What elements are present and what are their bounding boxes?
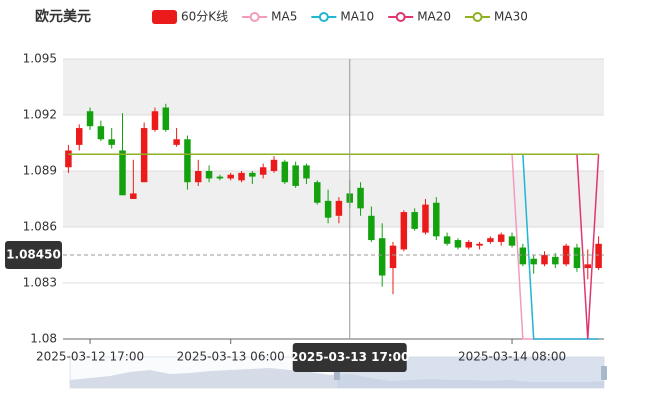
candle-body [281,161,289,183]
legend-label: 60分K线 [181,10,228,24]
zoom-handle[interactable] [601,366,607,380]
candle-body [357,187,364,209]
y-tick-label: 1.08 [30,332,57,346]
candle-body [151,111,159,130]
chart-title: 欧元美元 [35,8,91,25]
candle-body [476,243,483,246]
candle-body [108,139,115,145]
candle-body [97,126,105,140]
candle-body [324,200,332,218]
legend-swatch [395,12,406,22]
candle-body [530,258,537,265]
legend-label: MA10 [340,10,374,24]
crosshair-value-box [5,241,62,269]
candle-body [508,236,516,246]
candle-body [422,204,429,233]
legend-swatch [318,12,329,22]
candle-body [335,200,343,216]
candle-body [249,172,256,177]
x-tick-label: 2025-03-14 08:00 [458,350,566,364]
tooltip-box [292,343,407,372]
candle-body [433,202,440,237]
candle-body [238,172,245,181]
candle-body [314,182,321,203]
candle-body [454,240,462,248]
y-tick-label: 1.083 [23,276,57,290]
candle-body [378,238,386,276]
y-tick-label: 1.095 [23,52,57,66]
legend-swatch [472,12,483,22]
candle-body [411,212,418,229]
candle-body [227,174,234,179]
candle-body [195,171,202,183]
x-tick-label: 2025-03-13 06:00 [177,350,285,364]
candle-body [497,234,505,242]
crosshair-value-label: 1.08450 [6,248,61,262]
candle-body [86,111,94,127]
candle-body [162,107,170,130]
candle-body [303,165,310,179]
candle-body [465,241,472,248]
candle-body [184,139,191,183]
legend-label: MA30 [494,10,528,24]
candle-body [584,264,592,269]
legend-item[interactable]: MA5 [242,10,297,24]
candle-body [487,238,494,242]
candle-body [130,193,137,199]
y-tick-label: 1.092 [23,108,57,122]
candle-body [389,245,397,269]
candle-body [119,150,126,196]
tooltip-label: 2025-03-13 17:00 [290,350,409,364]
x-tick-label: 2025-03-12 17:00 [36,350,144,364]
candle-body [552,256,559,265]
grid-bands [63,58,604,340]
y-tick-label: 1.089 [23,164,57,178]
candle-body [140,128,148,183]
candle-body [216,176,224,179]
candle-body [368,215,375,241]
legend-item[interactable]: MA30 [465,10,528,24]
grid-band [63,59,604,115]
candle-body [75,128,83,145]
candle-body [400,212,408,250]
candle-body [573,247,581,269]
legend-item[interactable]: 60分K线 [152,10,228,25]
candle-body [259,167,267,175]
candle-body [595,243,602,269]
candle-body [541,255,548,265]
candle-body [173,139,180,145]
candle-body [292,165,299,186]
candle-body [270,159,278,171]
candle-body [65,150,72,168]
legend-label: MA20 [417,10,451,24]
legend-label: MA5 [271,10,297,24]
candle-body [519,247,527,265]
legend-swatch [249,12,260,22]
candle-body [562,245,570,265]
legend-swatch [152,10,177,24]
y-tick-label: 1.086 [23,220,57,234]
candle-body [443,236,451,244]
legend-item[interactable]: MA10 [311,10,374,24]
candle-body [205,171,213,179]
plot [65,103,602,340]
legend-item[interactable]: MA20 [388,10,451,24]
